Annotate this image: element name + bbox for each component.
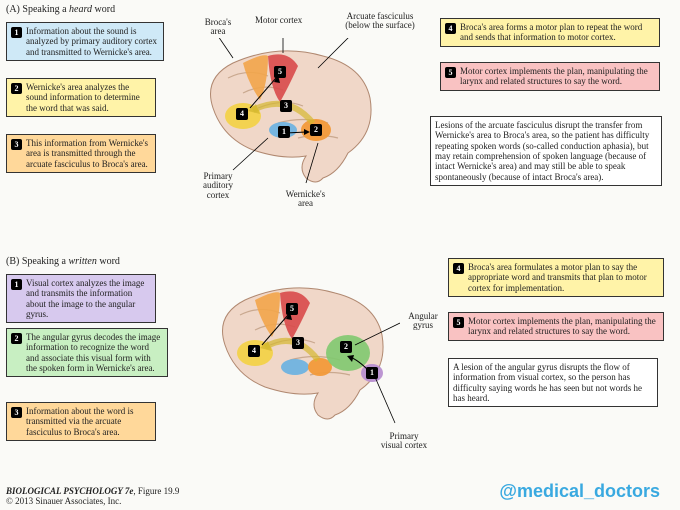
label-wernicke-a: Wernicke'sarea [278,190,333,209]
step-num-icon: 3 [11,407,22,418]
step-a5-box: 5 Motor cortex implements the plan, mani… [440,62,660,91]
step-a2-box: 2 Wernicke's area analyzes the sound inf… [6,78,156,117]
section-a-title-em: heard [69,4,92,15]
pin-a2: 2 [310,124,322,136]
pin-b5: 5 [286,303,298,315]
label-motor-a: Motor cortex [255,16,302,25]
lesion-b-box: A lesion of the angular gyrus disrupts t… [448,358,658,407]
step-num-icon: 1 [11,279,22,290]
step-a4-box: 4 Broca's area forms a motor plan to rep… [440,18,660,47]
step-b3-text: Information about the word is transmitte… [26,406,151,437]
step-a3-text: This information from Wernicke's area is… [26,138,151,169]
section-a-title: (A) Speaking a heard word [6,4,115,15]
watermark-handle: @medical_doctors [499,481,660,502]
step-b3-box: 3 Information about the word is transmit… [6,402,156,441]
pin-b3: 3 [292,337,304,349]
pin-a5: 5 [274,66,286,78]
step-num-icon: 3 [11,139,22,150]
pin-a1: 1 [278,126,290,138]
step-a1-box: 1 Information about the sound is analyze… [6,22,164,61]
pin-a3: 3 [280,100,292,112]
step-a1-text: Information about the sound is analyzed … [26,26,159,57]
brain-a: 1 2 3 4 5 [188,38,388,188]
step-b1-text: Visual cortex analyzes the image and tra… [26,278,151,319]
footer-fig: , Figure 19.9 [133,486,179,496]
step-b5-box: 5 Motor cortex implements the plan, mani… [448,312,664,341]
step-b4-text: Broca's area formulates a motor plan to … [468,262,659,293]
lesion-a-box: Lesions of the arcuate fasciculus disrup… [430,116,662,186]
footer: BIOLOGICAL PSYCHOLOGY 7e, Figure 19.9 © … [6,486,179,506]
step-b4-box: 4 Broca's area formulates a motor plan t… [448,258,664,297]
lesion-b-text: A lesion of the angular gyrus disrupts t… [453,362,642,403]
label-visual-b: Primaryvisual cortex [370,432,438,451]
section-b-title: (B) Speaking a written word [6,256,120,267]
pin-b1: 1 [366,367,378,379]
step-b2-box: 2 The angular gyrus decodes the image in… [6,328,168,377]
step-num-icon: 2 [11,333,22,344]
pin-b4: 4 [248,345,260,357]
step-b1-box: 1 Visual cortex analyzes the image and t… [6,274,156,323]
step-num-icon: 2 [11,83,22,94]
step-num-icon: 5 [453,317,464,328]
pin-b2: 2 [340,341,352,353]
step-a5-text: Motor cortex implements the plan, manipu… [460,66,655,87]
label-arcuate-a: Arcuate fasciculus(below the surface) [330,12,430,31]
step-num-icon: 4 [453,263,464,274]
step-num-icon: 5 [445,67,456,78]
step-b5-text: Motor cortex implements the plan, manipu… [468,316,659,337]
step-b2-text: The angular gyrus decodes the image info… [26,332,163,373]
step-a4-text: Broca's area forms a motor plan to repea… [460,22,655,43]
section-a-title-pre: (A) Speaking a [6,4,69,15]
label-angular-b: Angulargyrus [402,312,444,331]
step-a3-box: 3 This information from Wernicke's area … [6,134,156,173]
footer-copyright: © 2013 Sinauer Associates, Inc. [6,496,121,506]
step-a2-text: Wernicke's area analyzes the sound infor… [26,82,151,113]
label-auditory-a: Primaryauditorycortex [195,172,241,200]
section-b-title-post: word [97,256,120,267]
label-broca-a: Broca'sarea [198,18,238,37]
footer-title: BIOLOGICAL PSYCHOLOGY 7e [6,486,133,496]
step-num-icon: 4 [445,23,456,34]
step-num-icon: 1 [11,27,22,38]
lesion-a-text: Lesions of the arcuate fasciculus disrup… [435,120,649,182]
section-b-title-pre: (B) Speaking a [6,256,69,267]
brain-b: 1 2 3 4 5 [200,275,400,425]
section-b-title-em: written [69,256,97,267]
pin-a4: 4 [236,108,248,120]
section-a-title-post: word [92,4,115,15]
